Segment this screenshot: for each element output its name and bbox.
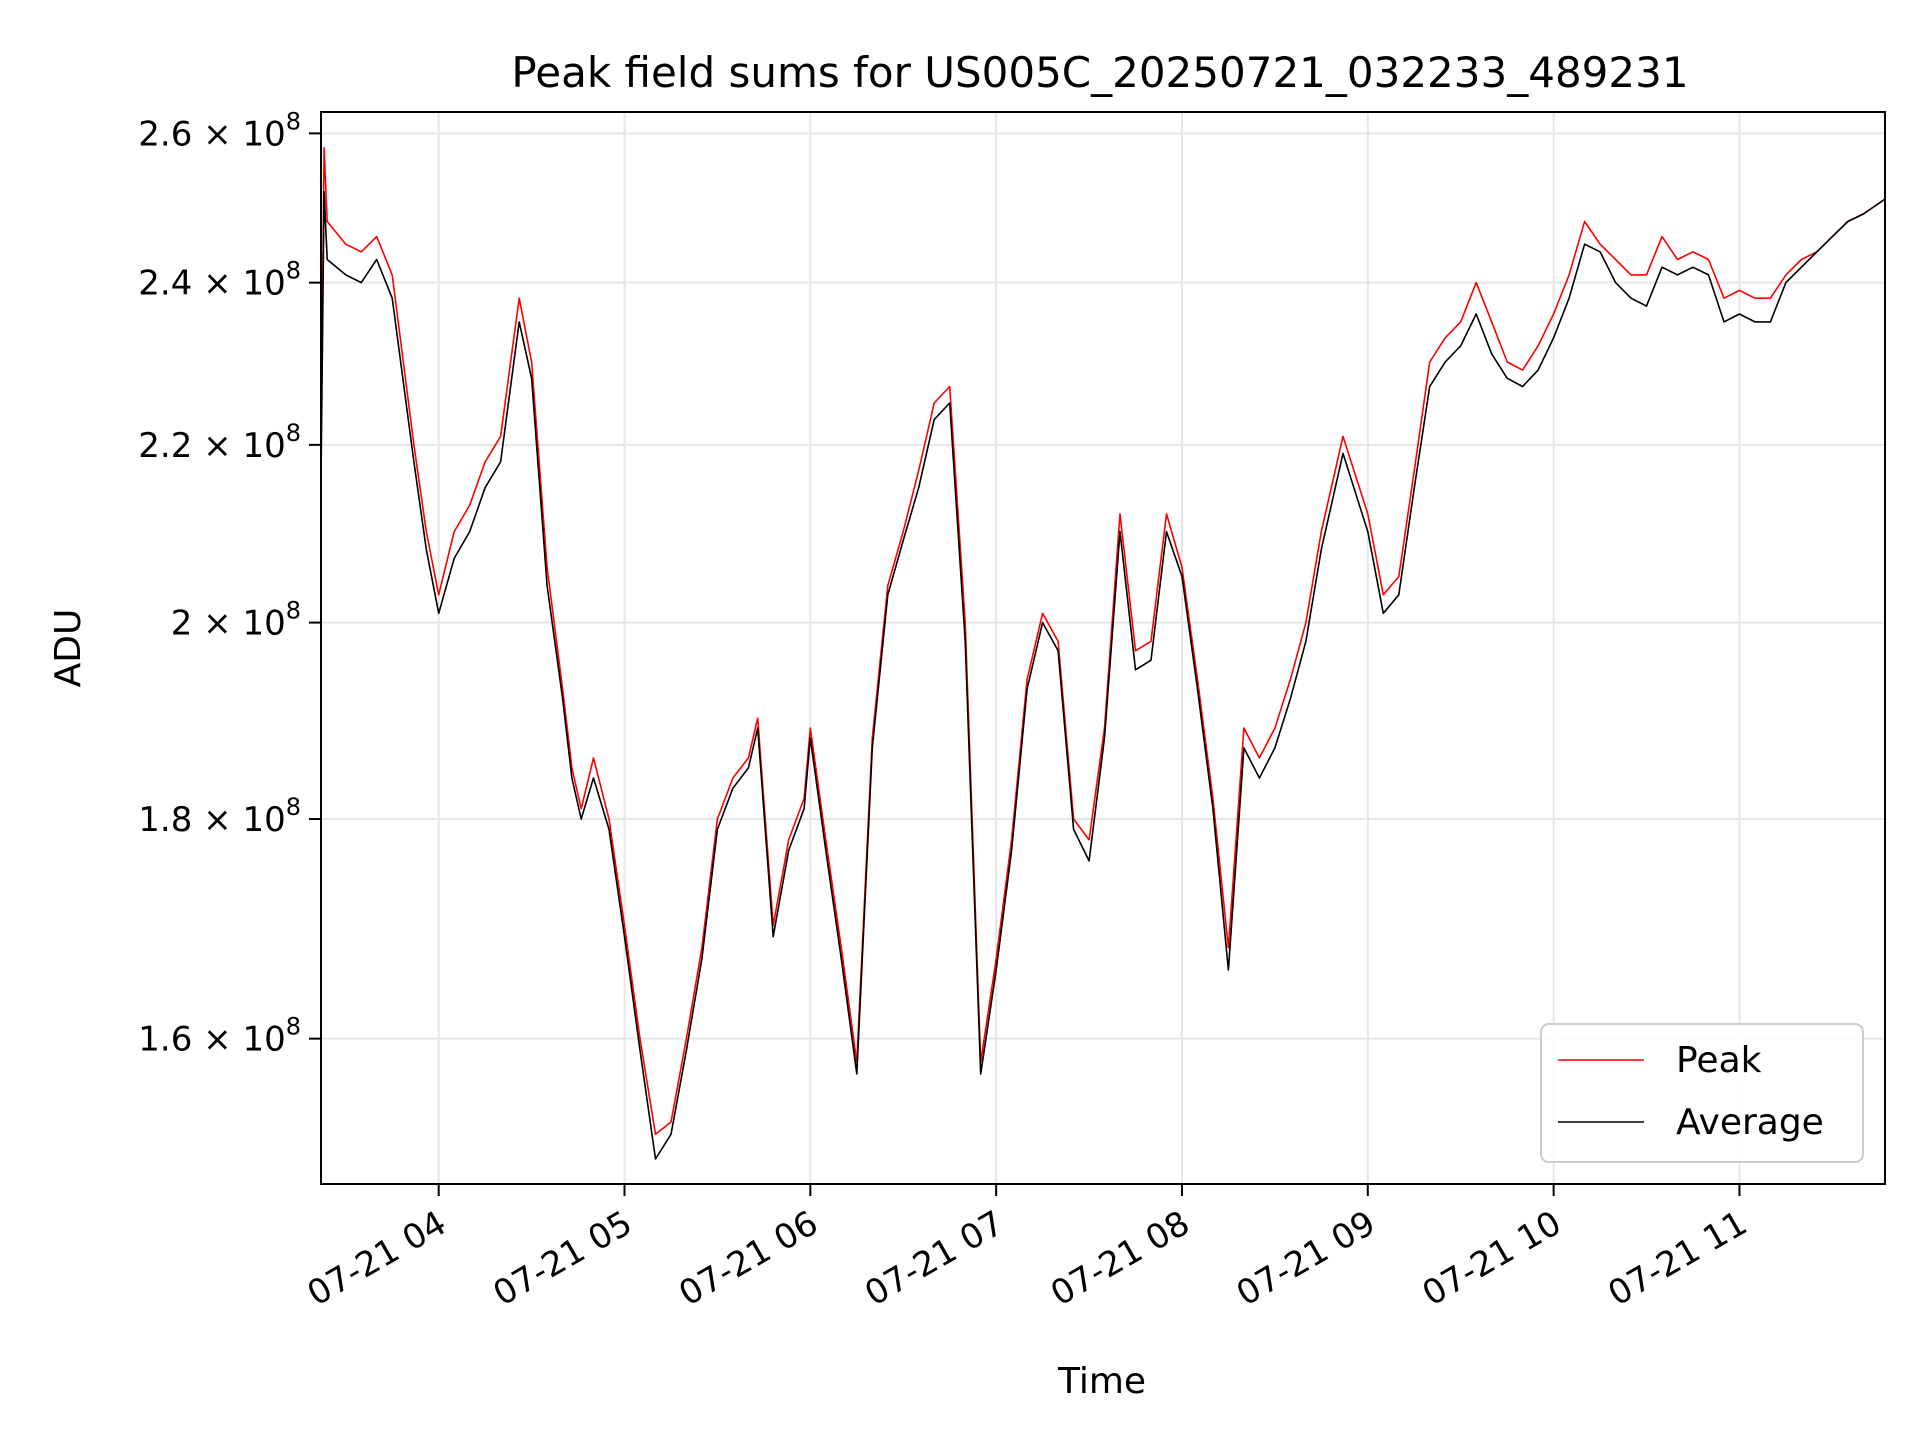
y-tick-exponent: 8 bbox=[286, 793, 301, 821]
y-axis-label: ADU bbox=[48, 609, 89, 688]
y-tick-label: 1.6 × 108 bbox=[138, 1013, 301, 1060]
y-tick-label: 1.8 × 108 bbox=[138, 793, 301, 840]
legend-label-peak: Peak bbox=[1676, 1040, 1762, 1081]
legend: Peak Average bbox=[1540, 1023, 1864, 1163]
x-axis-label: Time bbox=[1057, 1361, 1146, 1402]
legend-label-average: Average bbox=[1676, 1102, 1824, 1143]
plot-frame bbox=[320, 111, 1886, 1185]
y-tick-mantissa: 2.4 × 10 bbox=[138, 264, 285, 304]
y-tick-exponent: 8 bbox=[286, 597, 301, 625]
y-tick-mantissa: 1.8 × 10 bbox=[138, 800, 285, 840]
y-tick-label: 2.6 × 108 bbox=[138, 107, 301, 154]
y-tick-mantissa: 2.2 × 10 bbox=[138, 426, 285, 466]
y-tick-exponent: 8 bbox=[286, 419, 301, 447]
series-lines bbox=[320, 147, 1886, 1160]
y-tick-exponent: 8 bbox=[286, 1013, 301, 1041]
y-tick-label: 2.4 × 108 bbox=[138, 257, 301, 304]
y-tick-label: 2.2 × 108 bbox=[138, 419, 301, 466]
legend-box bbox=[1540, 1023, 1864, 1163]
y-tick-exponent: 8 bbox=[286, 257, 301, 285]
y-tick-mantissa: 2.6 × 10 bbox=[138, 114, 285, 154]
y-tick-exponent: 8 bbox=[286, 107, 301, 135]
y-tick-label: 2 × 108 bbox=[171, 597, 301, 644]
series-line-peak bbox=[320, 147, 1886, 1136]
y-tick-mantissa: 1.6 × 10 bbox=[138, 1020, 285, 1060]
chart-title: Peak field sums for US005C_20250721_0322… bbox=[511, 48, 1688, 97]
series-line-average bbox=[320, 190, 1886, 1160]
y-tick-mantissa: 2 × 10 bbox=[171, 604, 286, 644]
